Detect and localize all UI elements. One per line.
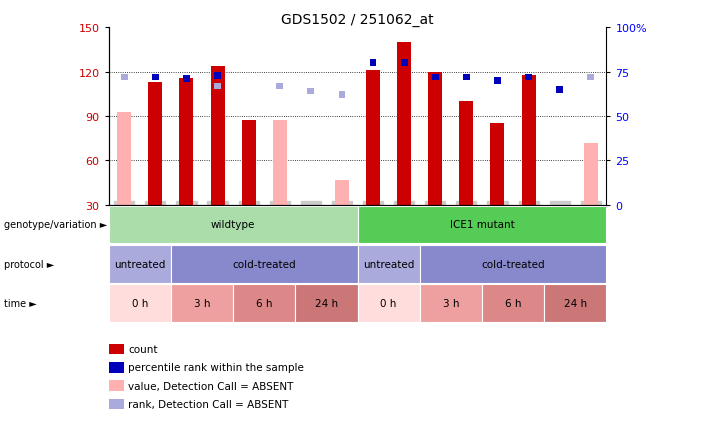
Bar [420,285,482,322]
Text: 6 h: 6 h [256,299,273,309]
Bar [109,245,171,283]
Bar [358,285,420,322]
Bar [273,121,287,205]
Bar [179,79,193,205]
Bar [459,102,473,205]
Text: 0 h: 0 h [132,299,148,309]
Bar [358,245,420,283]
Bar [491,124,505,205]
Bar [109,206,358,244]
Bar [339,92,346,99]
Text: 0 h: 0 h [381,299,397,309]
Bar [525,75,532,81]
Bar [494,78,501,85]
Text: percentile rank within the sample: percentile rank within the sample [128,363,304,372]
Bar [117,112,131,205]
Text: wildtype: wildtype [211,220,255,230]
Text: 3 h: 3 h [442,299,459,309]
Bar [335,180,349,205]
Text: protocol ►: protocol ► [4,260,54,269]
Text: untreated: untreated [114,260,165,269]
Text: 24 h: 24 h [315,299,338,309]
Bar [171,285,233,322]
Text: genotype/variation ►: genotype/variation ► [4,220,107,230]
Bar [432,75,439,81]
Bar [463,75,470,81]
Bar [482,285,544,322]
Bar [584,143,598,205]
Bar [183,76,190,83]
Bar [397,43,411,205]
Bar [171,245,358,283]
Bar [214,83,221,90]
Bar [369,60,376,67]
Text: 6 h: 6 h [505,299,522,309]
Text: count: count [128,345,158,354]
Bar [557,87,563,93]
Text: 3 h: 3 h [193,299,210,309]
Text: rank, Detection Call = ABSENT: rank, Detection Call = ABSENT [128,399,289,409]
Bar [214,73,221,79]
Bar [358,206,606,244]
Bar [295,285,358,322]
Text: cold-treated: cold-treated [481,260,545,269]
Bar [242,121,256,205]
Bar [401,60,407,67]
Bar [366,71,380,205]
Text: value, Detection Call = ABSENT: value, Detection Call = ABSENT [128,381,294,391]
Bar [428,72,442,205]
Title: GDS1502 / 251062_at: GDS1502 / 251062_at [281,13,434,27]
Text: time ►: time ► [4,299,36,309]
Bar [152,75,158,81]
Bar [121,75,128,81]
Text: 24 h: 24 h [564,299,587,309]
Bar [210,66,224,205]
Text: ICE1 mutant: ICE1 mutant [449,220,515,230]
Bar [233,285,295,322]
Text: cold-treated: cold-treated [232,260,296,269]
Bar [276,83,283,90]
Text: untreated: untreated [363,260,414,269]
Bar [308,89,314,95]
Bar [522,76,536,205]
Bar [149,83,163,205]
Bar [544,285,606,322]
Bar [420,245,606,283]
Bar [109,285,171,322]
Bar [587,75,594,81]
